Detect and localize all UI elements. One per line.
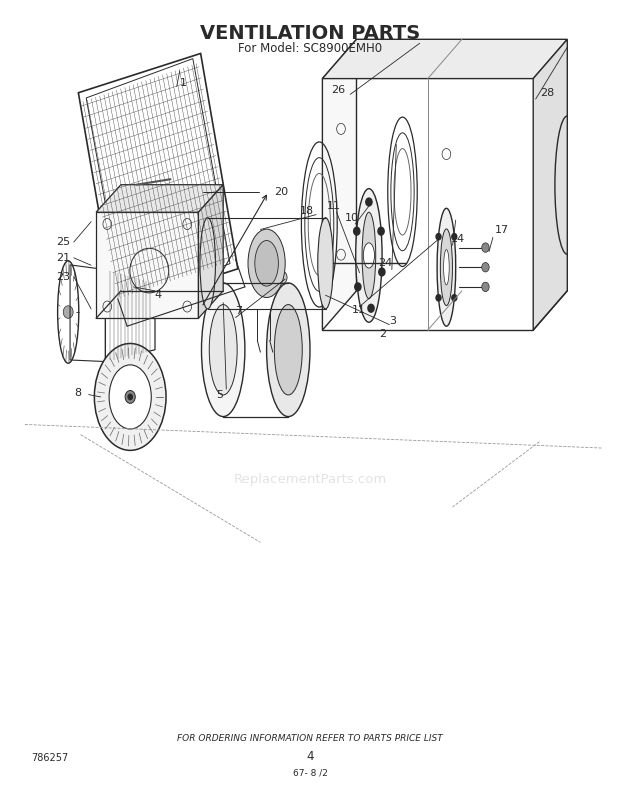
Ellipse shape <box>275 304 303 395</box>
Text: 21: 21 <box>56 253 70 263</box>
Polygon shape <box>322 39 567 79</box>
Ellipse shape <box>362 212 376 299</box>
Circle shape <box>436 295 441 301</box>
Text: 2: 2 <box>379 329 387 339</box>
Text: 67- 8 /2: 67- 8 /2 <box>293 769 327 778</box>
Circle shape <box>482 263 489 272</box>
Circle shape <box>128 395 132 399</box>
Ellipse shape <box>109 365 151 429</box>
Ellipse shape <box>356 189 382 322</box>
Text: 28: 28 <box>540 88 554 97</box>
Text: ReplacementParts.com: ReplacementParts.com <box>233 473 387 486</box>
Text: VENTILATION PARTS: VENTILATION PARTS <box>200 24 420 42</box>
Circle shape <box>125 391 135 403</box>
Circle shape <box>452 295 457 301</box>
Circle shape <box>366 198 372 206</box>
Text: 11: 11 <box>327 201 340 211</box>
Text: 5: 5 <box>216 391 224 400</box>
Polygon shape <box>533 39 567 330</box>
Circle shape <box>482 243 489 252</box>
Circle shape <box>482 282 489 292</box>
Polygon shape <box>322 39 356 330</box>
Ellipse shape <box>210 304 237 395</box>
Text: 8: 8 <box>74 388 81 398</box>
Ellipse shape <box>363 243 374 268</box>
Text: 25: 25 <box>56 237 70 247</box>
Polygon shape <box>96 212 198 318</box>
Text: 26: 26 <box>331 86 345 95</box>
Text: FOR ORDERING INFORMATION REFER TO PARTS PRICE LIST: FOR ORDERING INFORMATION REFER TO PARTS … <box>177 734 443 744</box>
Text: 786257: 786257 <box>31 754 68 763</box>
Ellipse shape <box>443 250 449 285</box>
Circle shape <box>368 304 374 312</box>
Circle shape <box>353 227 360 235</box>
Circle shape <box>63 306 73 318</box>
Ellipse shape <box>202 283 245 417</box>
Ellipse shape <box>248 229 285 297</box>
Text: 3: 3 <box>389 316 396 325</box>
Text: 14: 14 <box>451 234 464 244</box>
Circle shape <box>452 233 457 240</box>
Polygon shape <box>198 185 223 318</box>
Text: 23: 23 <box>56 272 70 281</box>
Circle shape <box>355 283 361 291</box>
Circle shape <box>277 271 287 284</box>
Text: 24: 24 <box>379 259 392 268</box>
Text: 1: 1 <box>179 78 187 87</box>
Circle shape <box>436 233 441 240</box>
Text: 4: 4 <box>154 290 162 299</box>
Text: For Model: SC8900EMH0: For Model: SC8900EMH0 <box>238 42 382 55</box>
Ellipse shape <box>440 229 453 306</box>
Polygon shape <box>96 185 223 212</box>
Text: 10: 10 <box>345 213 359 222</box>
Text: 4: 4 <box>306 750 314 762</box>
Text: 20: 20 <box>274 187 288 196</box>
Ellipse shape <box>267 283 310 417</box>
Text: 17: 17 <box>495 225 509 234</box>
Circle shape <box>378 227 384 235</box>
Text: 7: 7 <box>235 307 242 316</box>
Text: 18: 18 <box>300 206 314 215</box>
Ellipse shape <box>255 241 278 286</box>
Circle shape <box>379 268 385 276</box>
Ellipse shape <box>317 218 334 309</box>
Ellipse shape <box>437 208 456 326</box>
Ellipse shape <box>200 218 216 309</box>
Text: 11: 11 <box>352 306 365 315</box>
Ellipse shape <box>94 343 166 450</box>
